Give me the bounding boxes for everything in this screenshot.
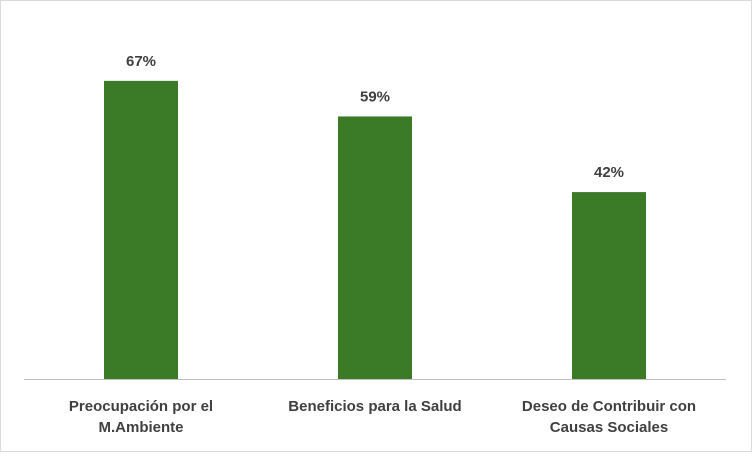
data-label-3: 42% [594,164,624,181]
labels-layer: 67% Preocupación por el M.Ambiente 59% Benef… [69,53,696,436]
category-label-2-line-1: Beneficios para la Salud [288,398,461,415]
category-label-3-line-1: Deseo de Contribuir con [522,398,696,415]
bar-3 [572,192,646,379]
bars-layer [104,80,646,379]
category-label-1-line-1: Preocupación por el [69,398,213,415]
category-label-3-line-2: Causas Sociales [550,419,668,436]
category-label-1-line-2: M.Ambiente [98,419,183,436]
bar-1 [104,80,178,379]
bar-2 [338,116,412,379]
data-label-2: 59% [360,88,390,105]
data-label-1: 67% [126,53,156,70]
